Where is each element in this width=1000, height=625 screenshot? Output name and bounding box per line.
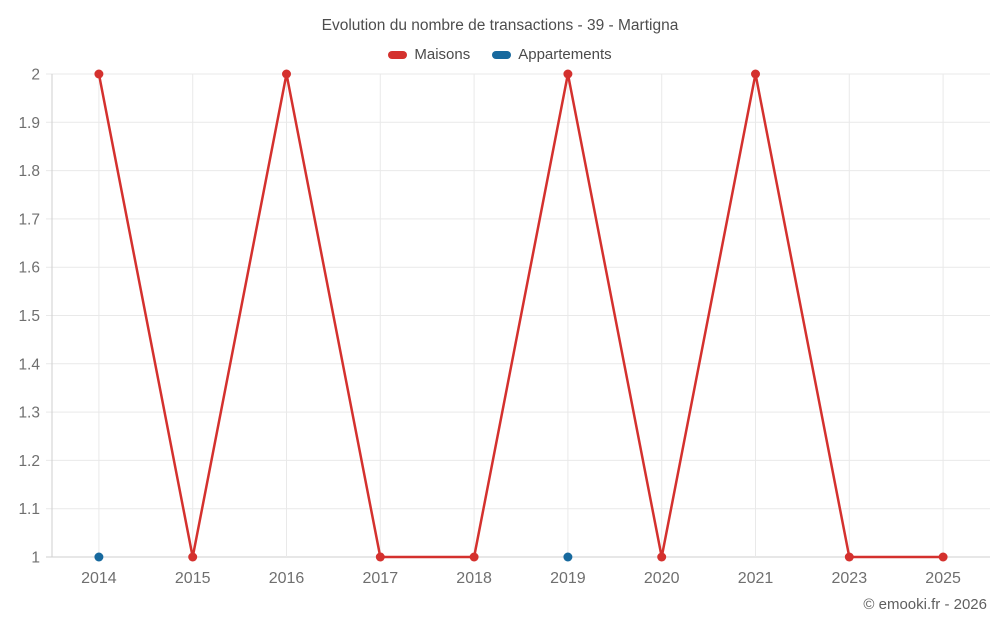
watermark-credit: © emooki.fr - 2026 — [863, 596, 987, 613]
svg-text:1.8: 1.8 — [18, 163, 40, 180]
chart-title: Evolution du nombre de transactions - 39… — [321, 17, 679, 34]
svg-text:2023: 2023 — [832, 570, 868, 587]
svg-text:2: 2 — [31, 67, 40, 84]
svg-text:1.5: 1.5 — [18, 308, 40, 325]
svg-text:1.7: 1.7 — [18, 211, 40, 228]
svg-text:1.3: 1.3 — [18, 405, 40, 422]
legend-label-appartements: Appartements — [518, 46, 612, 63]
legend-item-appartements[interactable]: Appartements — [492, 46, 612, 63]
svg-text:2019: 2019 — [550, 570, 586, 587]
svg-text:2018: 2018 — [456, 570, 492, 587]
svg-text:2025: 2025 — [925, 570, 961, 587]
svg-text:1.2: 1.2 — [18, 453, 40, 470]
svg-text:2014: 2014 — [81, 570, 117, 587]
svg-text:1.4: 1.4 — [18, 356, 40, 373]
svg-text:1.6: 1.6 — [18, 260, 40, 277]
svg-text:1.9: 1.9 — [18, 115, 40, 132]
svg-text:2021: 2021 — [738, 570, 774, 587]
legend: Maisons Appartements — [0, 46, 1000, 63]
svg-text:2020: 2020 — [644, 570, 680, 587]
svg-text:2017: 2017 — [363, 570, 399, 587]
svg-text:1.1: 1.1 — [18, 501, 40, 518]
svg-text:1: 1 — [31, 550, 40, 567]
svg-text:2016: 2016 — [269, 570, 305, 587]
appartements-swatch-icon — [492, 50, 512, 59]
legend-item-maisons[interactable]: Maisons — [388, 46, 470, 63]
maisons-swatch-icon — [388, 50, 408, 59]
legend-label-maisons: Maisons — [414, 46, 471, 63]
svg-text:2015: 2015 — [175, 570, 211, 587]
